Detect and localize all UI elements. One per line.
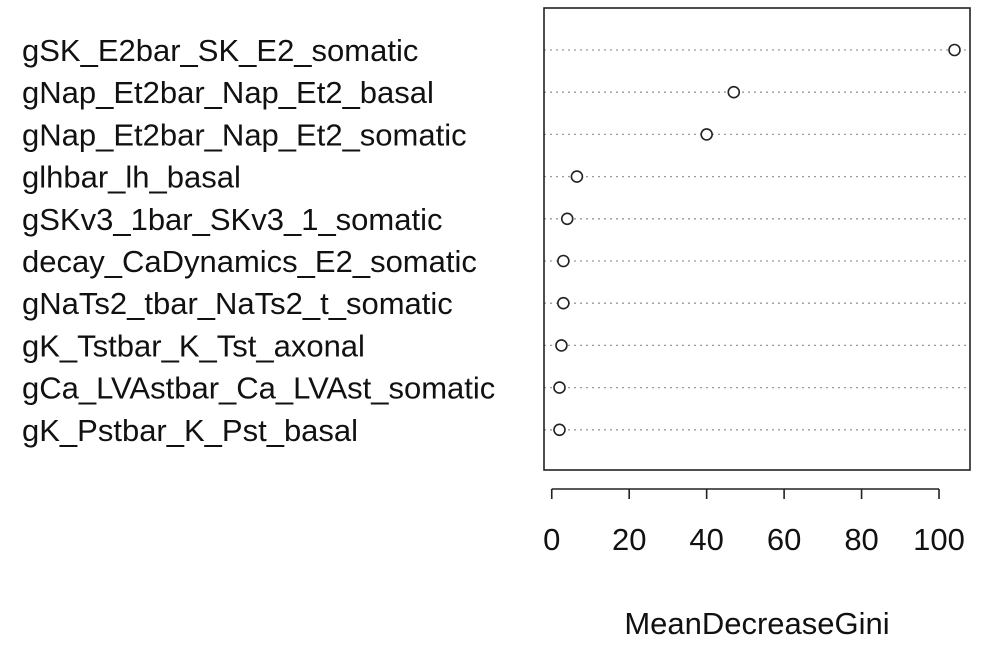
data-point (557, 254, 570, 268)
category-label: gSKv3_1bar_SKv3_1_somatic (22, 202, 442, 237)
x-tick-label: 40 (689, 522, 723, 557)
data-point (560, 212, 574, 226)
category-label: gNap_Et2bar_Nap_Et2_somatic (22, 117, 467, 152)
data-point (727, 85, 741, 99)
category-label: decay_CaDynamics_E2_somatic (22, 244, 477, 279)
x-axis: 0 20 40 60 80 100 (543, 488, 965, 557)
category-labels: gSK_E2bar_SK_E2_somatic gNap_Et2bar_Nap_E… (22, 33, 495, 448)
data-point (570, 170, 584, 183)
category-label: gNaTs2_tbar_NaTs2_t_somatic (22, 286, 453, 321)
x-tick-label: 100 (913, 522, 965, 557)
category-label: glhbar_lh_basal (22, 160, 241, 195)
data-point (948, 43, 961, 57)
plot-frame (543, 7, 971, 471)
data-point (553, 381, 566, 394)
data-point (557, 296, 570, 310)
category-label: gNap_Et2bar_Nap_Et2_basal (22, 75, 434, 110)
x-tick-label: 60 (767, 522, 801, 557)
category-label: gK_Pstbar_K_Pst_basal (22, 413, 358, 448)
data-point (553, 423, 566, 437)
data-point (555, 339, 568, 352)
category-label: gCa_LVAstbar_Ca_LVAst_somatic (22, 371, 495, 406)
data-point (700, 128, 713, 141)
x-tick-label: 0 (543, 522, 560, 557)
x-tick-label: 20 (612, 522, 646, 557)
data-points (553, 43, 961, 437)
category-label: gSK_E2bar_SK_E2_somatic (22, 33, 418, 68)
x-axis-title: MeanDecreaseGini (624, 606, 889, 641)
x-tick-label: 80 (844, 522, 878, 557)
guide-lines (544, 49, 970, 431)
category-label: gK_Tstbar_K_Tst_axonal (22, 328, 365, 363)
